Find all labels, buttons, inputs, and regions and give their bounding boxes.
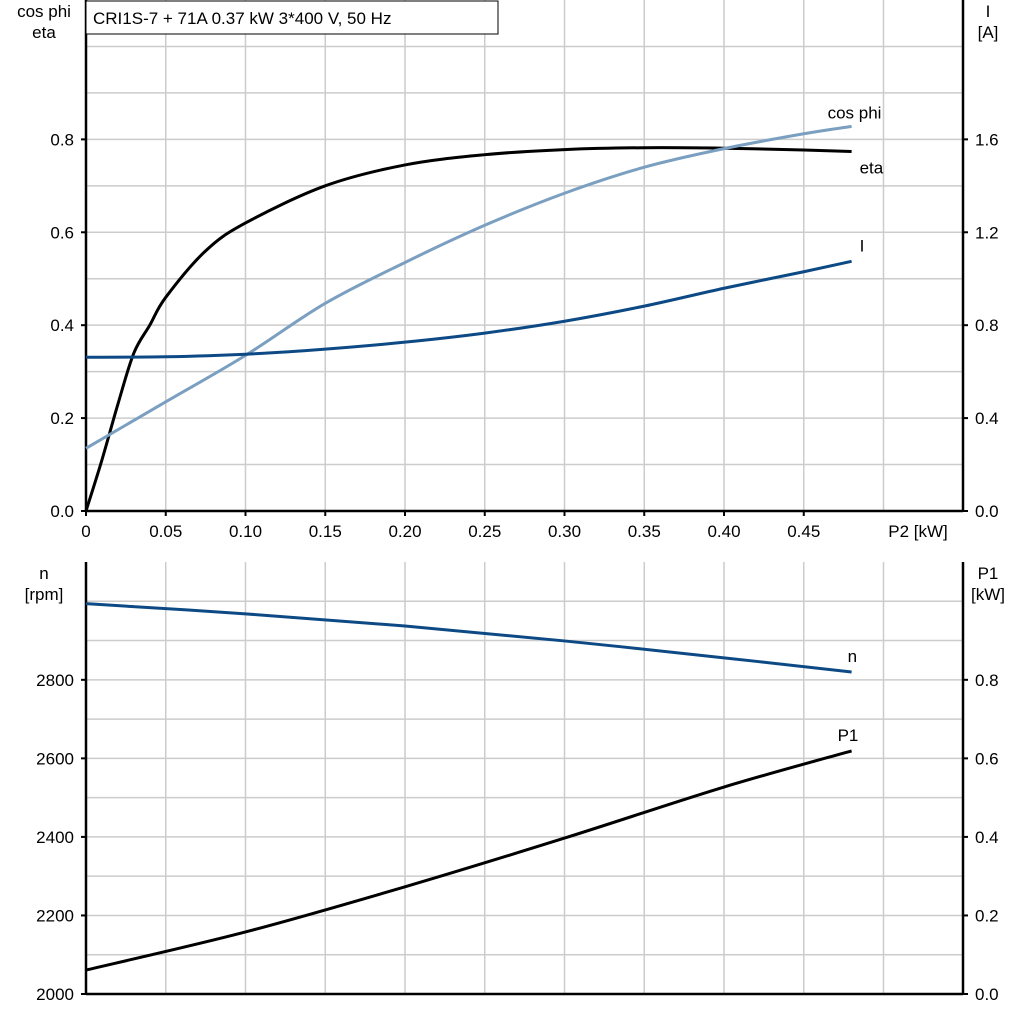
x-tick-label: 0.20	[388, 522, 421, 541]
series-line-n	[85, 602, 852, 674]
y-tick-label-right: 0.2	[975, 906, 999, 925]
y-tick-label-right: 0.4	[975, 409, 999, 428]
y-axis-label-right: [A]	[978, 23, 999, 42]
y-tick-label-right: 0.4	[975, 828, 999, 847]
y-tick-label-right: 0.0	[975, 985, 999, 1004]
y-tick-label-right: 0.8	[975, 316, 999, 335]
x-tick-label: 0.15	[309, 522, 342, 541]
y-axis-label-left: [rpm]	[25, 585, 64, 604]
x-tick-label: 0.30	[548, 522, 581, 541]
series-label-eta: eta	[860, 158, 884, 177]
y-axis-label-left: eta	[32, 23, 56, 42]
y-tick-label-left: 0.8	[50, 130, 74, 149]
x-tick-label: 0	[81, 522, 90, 541]
x-tick-label: 0.25	[468, 522, 501, 541]
x-tick-label: 0.35	[628, 522, 661, 541]
series-line-P1	[85, 749, 853, 972]
series-label-cos-phi: cos phi	[828, 103, 882, 122]
y-tick-label-right: 1.6	[975, 130, 999, 149]
y-axis-label-right: P1	[978, 564, 999, 583]
y-tick-label-left: 2800	[36, 671, 74, 690]
y-axis-label-left: n	[39, 564, 48, 583]
y-tick-label-left: 2400	[36, 828, 74, 847]
y-tick-label-right: 0.0	[975, 502, 999, 521]
top-chart: 0.0 0.2 0.4 0.6 0.8 0.0 0.4 0.8 1.2 1.6 cos phi eta…	[17, 0, 999, 541]
y-tick-label-left: 2600	[36, 749, 74, 768]
series-label-P1: P1	[838, 726, 859, 745]
title-box: CRI1S-7 + 71A 0.37 kW 3*400 V, 50 Hz	[85, 0, 499, 35]
series-line-eta	[84, 146, 852, 512]
y-tick-label-right: 0.8	[975, 671, 999, 690]
series-line-cos-phi	[85, 124, 852, 450]
series-line-I	[85, 259, 852, 359]
y-tick-label-left: 0.4	[50, 316, 74, 335]
y-tick-label-left: 0.6	[50, 223, 74, 242]
y-tick-label-left: 2200	[36, 906, 74, 925]
x-tick-label: 0.45	[787, 522, 820, 541]
y-axis-label-right: [kW]	[971, 585, 1005, 604]
y-tick-label-left: 2000	[36, 985, 74, 1004]
y-tick-label-right: 1.2	[975, 223, 999, 242]
x-axis-label: P2 [kW]	[888, 522, 948, 541]
y-tick-label-right: 0.6	[975, 749, 999, 768]
x-tick-label: 0.40	[707, 522, 740, 541]
y-axis-label-right: I	[986, 2, 991, 21]
series-label-n: n	[848, 647, 857, 666]
y-tick-label-left: 0.2	[50, 409, 74, 428]
series-label-I: I	[860, 236, 865, 255]
bottom-chart: 2000 2200 2400 2600 2800 0.0 0.2 0.4 0.6 0.8 n [rpm…	[25, 562, 1005, 1004]
chart-title: CRI1S-7 + 71A 0.37 kW 3*400 V, 50 Hz	[93, 9, 391, 28]
x-tick-label: 0.05	[149, 522, 182, 541]
y-tick-label-left: 0.0	[50, 502, 74, 521]
x-tick-label: 0.10	[229, 522, 262, 541]
y-axis-label-left: cos phi	[17, 2, 71, 21]
